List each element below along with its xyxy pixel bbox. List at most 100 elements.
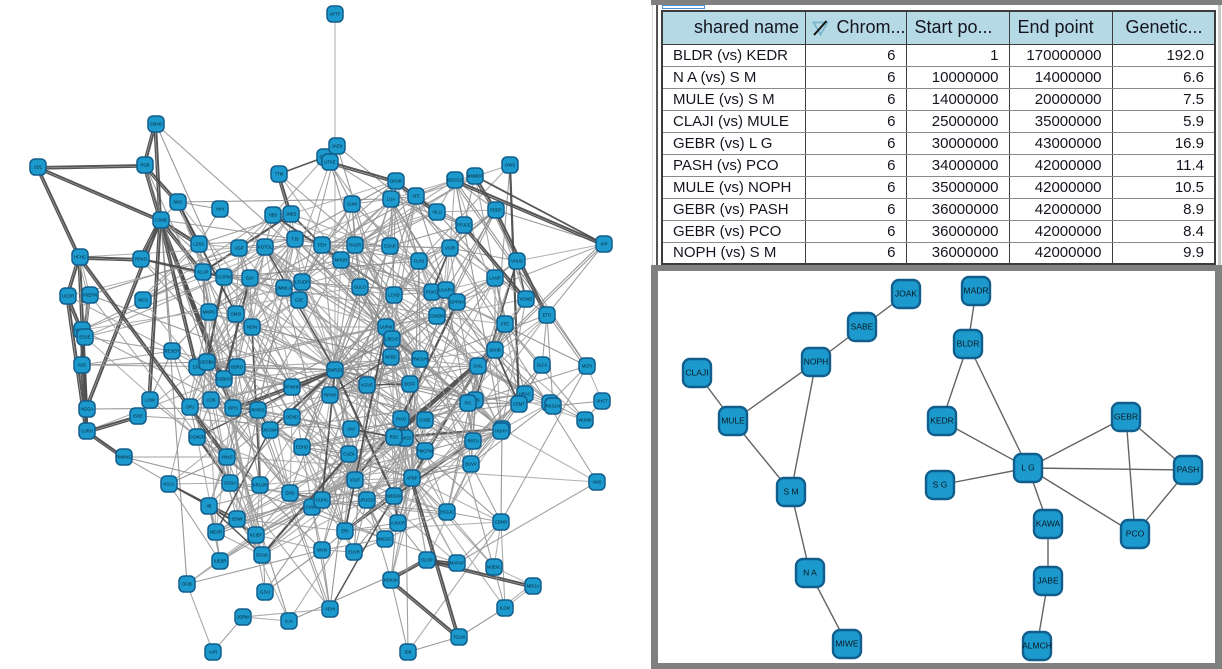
svg-text:ILAI: ILAI <box>285 619 292 624</box>
svg-text:KCIBF: KCIBF <box>250 533 263 538</box>
svg-text:PIAO: PIAO <box>396 417 407 422</box>
svg-text:NFBC: NFBC <box>385 355 396 360</box>
svg-text:VAV: VAV <box>347 427 355 432</box>
svg-text:VJUT: VJUT <box>350 478 361 483</box>
svg-text:OEND: OEND <box>286 415 298 420</box>
svg-text:AJOCR: AJOCR <box>391 521 405 526</box>
svg-text:DFIB: DFIB <box>182 582 192 587</box>
svg-text:JNES: JNES <box>286 212 297 217</box>
svg-text:IUEBR: IUEBR <box>214 559 227 564</box>
svg-text:JMWLA: JMWLA <box>277 286 292 291</box>
svg-text:FLHS: FLHS <box>414 259 425 264</box>
svg-text:PPJCE: PPJCE <box>457 223 471 228</box>
svg-text:VILU: VILU <box>432 210 441 215</box>
svg-text:GULO: GULO <box>354 285 367 290</box>
svg-text:EMVB: EMVB <box>150 122 162 127</box>
svg-text:LAAIP: LAAIP <box>489 276 501 281</box>
svg-text:OAIL: OAIL <box>473 364 483 369</box>
svg-text:LOW: LOW <box>145 398 155 403</box>
svg-text:FEH: FEH <box>318 243 326 248</box>
svg-text:UUAPV: UUAPV <box>439 288 454 293</box>
svg-text:SDL: SDL <box>34 165 43 170</box>
svg-text:BGCGO: BGCGO <box>447 178 463 183</box>
svg-text:ESSE: ESSE <box>79 335 90 340</box>
svg-text:CIAVC: CIAVC <box>306 505 319 510</box>
svg-text:BUVV: BUVV <box>465 462 477 467</box>
svg-text:PFWHF: PFWHF <box>285 385 300 390</box>
svg-text:ERI: ERI <box>342 529 349 534</box>
svg-text:EOHD: EOHD <box>296 445 308 450</box>
svg-text:VHUG: VHUG <box>511 259 523 264</box>
svg-text:ILCM: ILCM <box>500 606 511 611</box>
svg-text:PIC: PIC <box>465 401 472 406</box>
svg-text:HVV: HVV <box>216 207 225 212</box>
svg-text:CCIPW: CCIPW <box>217 275 231 280</box>
svg-text:JABE: JABE <box>1037 576 1059 586</box>
svg-text:MIWE: MIWE <box>835 639 858 649</box>
svg-text:CLAJI: CLAJI <box>685 368 708 378</box>
svg-text:CEMT: CEMT <box>513 402 525 407</box>
svg-text:PASH: PASH <box>1177 465 1200 475</box>
svg-text:DMOS: DMOS <box>399 436 412 441</box>
svg-text:VHCT: VHCT <box>596 399 608 404</box>
svg-text:JORW: JORW <box>237 615 249 620</box>
svg-text:KRUJR: KRUJR <box>253 483 267 488</box>
svg-text:RHRIS: RHRIS <box>251 408 264 413</box>
svg-text:HGHV: HGHV <box>495 429 507 434</box>
svg-text:GJRH: GJRH <box>81 429 92 434</box>
svg-text:KAWA: KAWA <box>1036 519 1061 529</box>
svg-text:ALMCH: ALMCH <box>1022 641 1052 651</box>
svg-text:NGGA: NGGA <box>81 407 94 412</box>
svg-text:IENW: IENW <box>232 517 243 522</box>
svg-text:VCWD: VCWD <box>520 297 533 302</box>
svg-text:SOOA: SOOA <box>224 481 236 486</box>
svg-text:NNC: NNC <box>173 200 182 205</box>
svg-text:GUM: GUM <box>347 202 357 207</box>
svg-text:UDSBK: UDSBK <box>200 360 215 365</box>
svg-text:LBEAC: LBEAC <box>385 337 399 342</box>
svg-text:CGWJD: CGWJD <box>189 435 204 440</box>
svg-text:IMGGC: IMGGC <box>378 537 392 542</box>
svg-text:KOTOL: KOTOL <box>258 245 273 250</box>
svg-text:BDRO: BDRO <box>231 365 244 370</box>
svg-text:TTM: TTM <box>275 172 284 177</box>
svg-text:MHGR: MHGR <box>335 258 348 263</box>
svg-text:IIB: IIB <box>206 504 211 509</box>
svg-text:LUA: LUA <box>387 197 395 202</box>
svg-text:KDKAK: KDKAK <box>384 578 398 583</box>
svg-text:UGP: UGP <box>234 246 243 251</box>
svg-text:S G: S G <box>933 480 948 490</box>
svg-text:SMRJG: SMRJG <box>328 368 343 373</box>
svg-text:HBS: HBS <box>269 213 278 218</box>
svg-text:ATE: ATE <box>412 194 420 199</box>
svg-text:VWLE: VWLE <box>221 455 233 460</box>
svg-text:LFUDP: LFUDP <box>295 280 309 285</box>
svg-text:VCIR: VCIR <box>445 246 455 251</box>
svg-text:DLHP: DLHP <box>421 558 432 563</box>
svg-text:ESAR: ESAR <box>384 244 395 249</box>
svg-text:GJVJ: GJVJ <box>260 590 270 595</box>
svg-text:PCO: PCO <box>1126 529 1145 539</box>
svg-text:UTKE: UTKE <box>324 160 335 165</box>
svg-text:GJE: GJE <box>295 298 303 303</box>
svg-text:MJENL: MJENL <box>487 565 501 570</box>
svg-text:OKCWH: OKCWH <box>262 428 278 433</box>
svg-text:MAFAP: MAFAP <box>450 561 464 566</box>
svg-text:UCDR: UCDR <box>62 294 74 299</box>
svg-text:WDGW: WDGW <box>387 494 401 499</box>
svg-text:KEDR: KEDR <box>930 416 954 426</box>
svg-text:CUEK: CUEK <box>343 452 355 457</box>
svg-text:WCS: WCS <box>138 298 148 303</box>
svg-text:ISNE: ISNE <box>133 414 143 419</box>
svg-text:IORS: IORS <box>228 406 238 411</box>
svg-text:DOAK: DOAK <box>256 553 268 558</box>
svg-text:CABE: CABE <box>419 418 431 423</box>
svg-text:ETO: ETO <box>543 313 552 318</box>
svg-text:BOFF: BOFF <box>404 382 416 387</box>
svg-text:TCLNI: TCLNI <box>453 635 465 640</box>
svg-text:WUMK: WUMK <box>578 418 591 423</box>
svg-text:PMCPW: PMCPW <box>417 449 433 454</box>
svg-text:JAEN: JAEN <box>332 144 343 149</box>
svg-text:NOPH: NOPH <box>804 357 829 367</box>
svg-text:EUVR: EUVR <box>348 550 360 555</box>
